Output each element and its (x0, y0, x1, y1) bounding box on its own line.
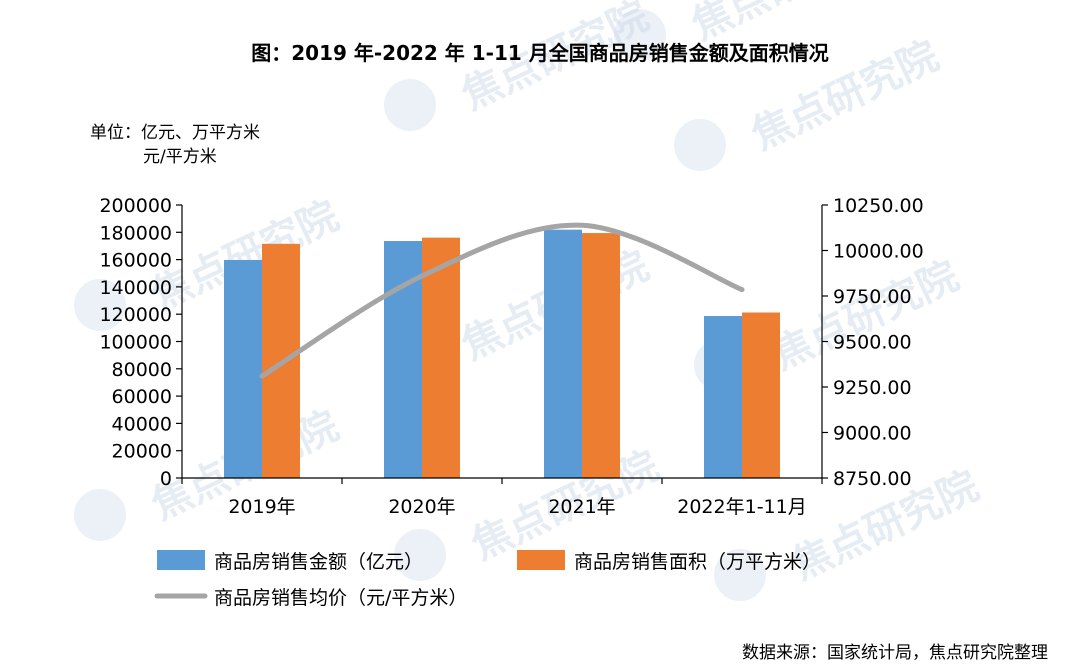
watermark-logo (674, 119, 726, 171)
y-right-tick-label-5: 10000.00 (833, 241, 924, 263)
y-left-tick-label-4: 80000 (112, 359, 172, 381)
y-left-tick-label-8: 160000 (99, 250, 172, 272)
chart-title: 图：2019 年-2022 年 1-11 月全国商品房销售金额及面积情况 (251, 41, 829, 65)
y-left-tick-label-3: 60000 (112, 386, 172, 408)
bar-area-3 (742, 312, 780, 478)
watermark-logo (74, 489, 126, 541)
y-left-tick-label-6: 120000 (99, 304, 172, 326)
x-tick-label-1: 2020年 (388, 496, 455, 518)
y-right-tick-label-6: 10250.00 (833, 195, 924, 217)
legend: 商品房销售金额（亿元） 商品房销售面积（万平方米） 商品房销售均价（元/平方米） (154, 550, 821, 609)
price-line (259, 222, 745, 379)
y-right-tick-label-2: 9250.00 (833, 377, 912, 399)
bar-amount-0 (224, 259, 262, 478)
watermark-logo (614, 9, 666, 61)
y-left-tick-label-0: 0 (160, 468, 172, 490)
watermark-logo (74, 279, 126, 331)
watermark-text: 焦点研究院 (765, 253, 966, 379)
bar-area-2 (582, 233, 620, 478)
source-note: 数据来源：国家统计局，焦点研究院整理 (742, 643, 1048, 663)
legend-label-area: 商品房销售面积（万平方米） (574, 551, 821, 573)
y-left-tick-label-9: 180000 (99, 222, 172, 244)
x-tick-label-3: 2022年1-11月 (677, 496, 806, 518)
legend-label-amount: 商品房销售金额（亿元） (214, 551, 423, 573)
unit-label-line1: 单位：亿元、万平方米 (90, 123, 260, 143)
y-right-tick-label-0: 8750.00 (833, 468, 912, 490)
unit-label-line2: 元/平方米 (143, 147, 217, 167)
y-right-tick-label-3: 9500.00 (833, 332, 912, 354)
bar-amount-2 (544, 229, 582, 478)
y-right-tick-label-4: 9750.00 (833, 286, 912, 308)
y-left-tick-label-2: 40000 (112, 413, 172, 435)
bar-amount-3 (704, 316, 742, 478)
bar-area-1 (422, 237, 460, 478)
watermark-logo (384, 79, 436, 131)
x-tick-label-2: 2021年 (548, 496, 615, 518)
watermark-logo (714, 549, 766, 601)
y-right-tick-label-1: 9000.00 (833, 423, 912, 445)
watermark-logo (394, 529, 446, 581)
y-left-tick-label-10: 200000 (99, 195, 172, 217)
legend-label-price: 商品房销售均价（元/平方米） (214, 587, 467, 609)
legend-swatch-amount (157, 550, 205, 570)
y-left-tick-label-5: 100000 (99, 332, 172, 354)
x-tick-label-0: 2019年 (228, 496, 295, 518)
plot-area: 0 20000 40000 60000 80000 100000 120000 140000 1… (99, 195, 923, 518)
y-left-tick-label-1: 20000 (112, 441, 172, 463)
legend-swatch-area (517, 550, 565, 570)
y-left-tick-label-7: 140000 (99, 277, 172, 299)
